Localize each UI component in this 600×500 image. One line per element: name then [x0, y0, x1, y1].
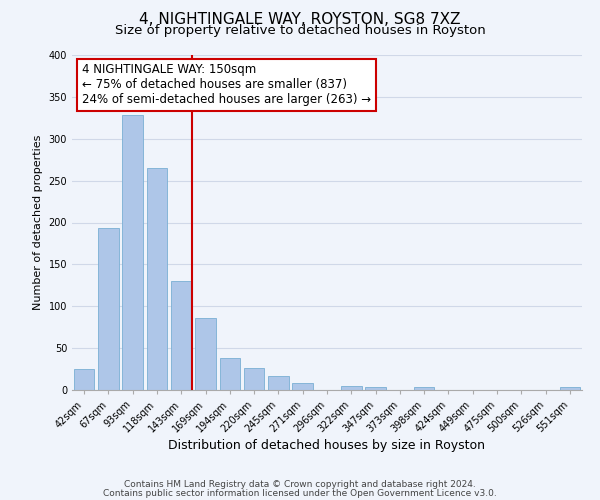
Bar — [341, 386, 362, 390]
Text: Contains public sector information licensed under the Open Government Licence v3: Contains public sector information licen… — [103, 488, 497, 498]
Bar — [268, 376, 289, 390]
Text: 4, NIGHTINGALE WAY, ROYSTON, SG8 7XZ: 4, NIGHTINGALE WAY, ROYSTON, SG8 7XZ — [139, 12, 461, 28]
Y-axis label: Number of detached properties: Number of detached properties — [33, 135, 43, 310]
Bar — [365, 388, 386, 390]
Text: Contains HM Land Registry data © Crown copyright and database right 2024.: Contains HM Land Registry data © Crown c… — [124, 480, 476, 489]
Bar — [171, 281, 191, 390]
Text: 4 NIGHTINGALE WAY: 150sqm
← 75% of detached houses are smaller (837)
24% of semi: 4 NIGHTINGALE WAY: 150sqm ← 75% of detac… — [82, 64, 371, 106]
Bar — [244, 368, 265, 390]
Bar — [414, 388, 434, 390]
Bar — [74, 369, 94, 390]
Bar — [220, 358, 240, 390]
Bar — [560, 388, 580, 390]
Bar — [98, 228, 119, 390]
Bar — [122, 116, 143, 390]
Bar — [146, 168, 167, 390]
Text: Size of property relative to detached houses in Royston: Size of property relative to detached ho… — [115, 24, 485, 37]
Bar — [292, 384, 313, 390]
X-axis label: Distribution of detached houses by size in Royston: Distribution of detached houses by size … — [169, 440, 485, 452]
Bar — [195, 318, 216, 390]
